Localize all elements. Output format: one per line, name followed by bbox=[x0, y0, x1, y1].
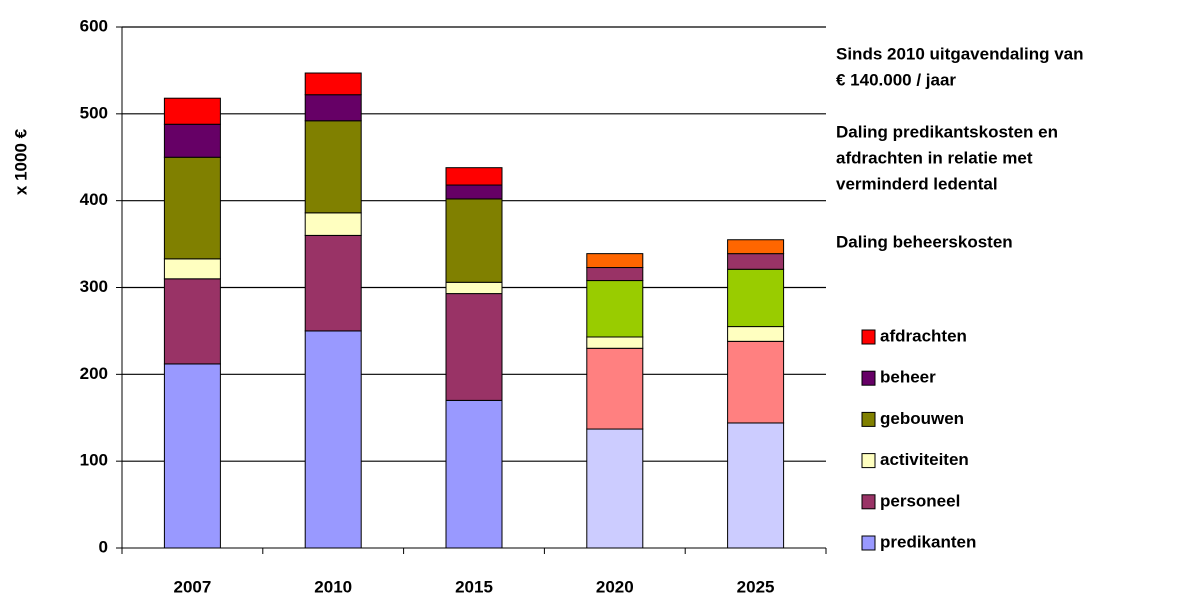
legend-swatch bbox=[861, 453, 876, 469]
bar-segment bbox=[304, 234, 362, 332]
y-tick-label: 300 bbox=[80, 277, 108, 296]
y-tick-label: 0 bbox=[99, 537, 108, 556]
y-tick-label: 200 bbox=[80, 364, 108, 383]
annotation: afdrachten in relatie met bbox=[836, 148, 1033, 167]
annotation: € 140.000 / jaar bbox=[836, 70, 956, 89]
bar-segment bbox=[445, 293, 503, 401]
annotation: Daling beheerskosten bbox=[836, 232, 1013, 251]
bar-segment bbox=[727, 239, 785, 255]
annotation: verminderd ledental bbox=[836, 174, 998, 193]
bar-segment bbox=[163, 363, 221, 549]
y-tick-label: 500 bbox=[80, 103, 108, 122]
bar-segment bbox=[727, 340, 785, 424]
bar-segment bbox=[163, 278, 221, 365]
legend-label: gebouwen bbox=[880, 409, 964, 428]
bar-segment bbox=[586, 267, 644, 282]
bar-segment bbox=[304, 212, 362, 236]
y-tick-label: 400 bbox=[80, 190, 108, 209]
legend-label: predikanten bbox=[880, 532, 976, 551]
bar-segment bbox=[163, 258, 221, 280]
bar-segment bbox=[445, 167, 503, 186]
legend-label: afdrachten bbox=[880, 326, 967, 345]
x-tick-label: 2007 bbox=[173, 577, 211, 596]
bar-segment bbox=[727, 422, 785, 549]
legend-label: beheer bbox=[880, 368, 936, 387]
legend-label: activiteiten bbox=[880, 450, 969, 469]
bar-segment bbox=[304, 120, 362, 214]
bar-segment bbox=[586, 336, 644, 349]
legend-swatch bbox=[861, 494, 876, 510]
bar-segment bbox=[727, 268, 785, 328]
x-tick-label: 2015 bbox=[455, 577, 493, 596]
bar-segment bbox=[445, 198, 503, 283]
legend-swatch bbox=[861, 329, 876, 345]
bar-segment bbox=[586, 347, 644, 430]
bar-segment bbox=[163, 123, 221, 158]
bar-segment bbox=[727, 253, 785, 270]
x-tick-label: 2020 bbox=[596, 577, 634, 596]
bar-segment bbox=[445, 281, 503, 295]
legend-label: personeel bbox=[880, 491, 960, 510]
annotation: Daling predikantskosten en bbox=[836, 122, 1058, 141]
bar-segment bbox=[586, 280, 644, 338]
annotation: Sinds 2010 uitgavendaling van bbox=[836, 44, 1084, 63]
y-tick-label: 600 bbox=[80, 16, 108, 35]
bar-segment bbox=[727, 326, 785, 342]
x-tick-label: 2010 bbox=[314, 577, 352, 596]
bar-segment bbox=[304, 72, 362, 96]
y-tick-label: 100 bbox=[80, 451, 108, 470]
bar-segment bbox=[445, 184, 503, 200]
legend-swatch bbox=[861, 411, 876, 427]
bar-segment bbox=[304, 330, 362, 549]
legend-swatch bbox=[861, 535, 876, 551]
bar-segment bbox=[163, 156, 221, 260]
bar-segment bbox=[304, 94, 362, 122]
y-axis-label: x 1000 € bbox=[11, 128, 30, 195]
x-tick-label: 2025 bbox=[737, 577, 775, 596]
legend-swatch bbox=[861, 370, 876, 386]
bar-segment bbox=[163, 97, 221, 125]
bar-segment bbox=[445, 399, 503, 549]
bar-segment bbox=[586, 253, 644, 269]
bar-segment bbox=[586, 428, 644, 549]
